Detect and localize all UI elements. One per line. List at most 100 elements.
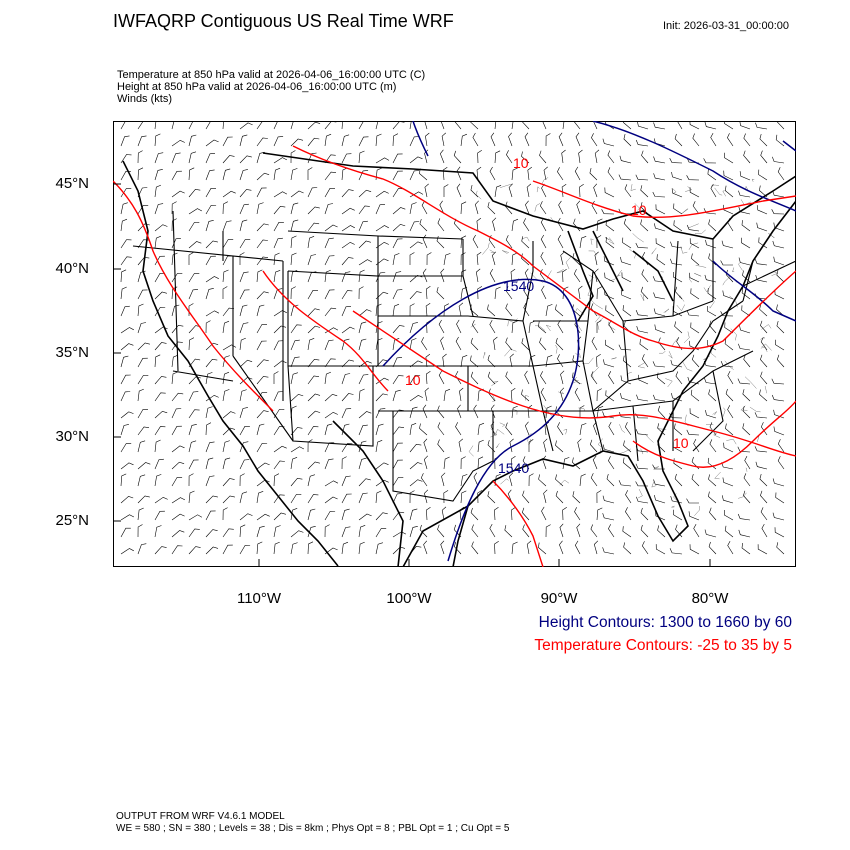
wind-barb (188, 490, 195, 504)
wind-barb (239, 252, 245, 265)
wind-barb (511, 405, 518, 419)
wind-barb (760, 354, 768, 368)
wind-barb (722, 477, 734, 487)
wind-barb (742, 406, 751, 419)
county-border (651, 481, 657, 488)
county-border (495, 443, 500, 449)
wind-barb (392, 271, 402, 283)
wind-barb (706, 339, 717, 351)
wind-barb (772, 156, 785, 164)
wind-barb (640, 524, 649, 538)
county-border (499, 183, 513, 188)
wind-barb (456, 166, 462, 181)
wind-barb (489, 319, 496, 334)
wind-barb (640, 202, 649, 215)
wind-barb (256, 410, 269, 419)
wind-barb (494, 185, 502, 198)
wind-barb (171, 139, 185, 147)
wind-barb (290, 286, 296, 300)
wind-barb (693, 438, 700, 453)
wind-barb (472, 234, 479, 249)
wind-barb (324, 289, 335, 300)
wind-barb (120, 424, 129, 436)
wind-barb (256, 541, 263, 555)
wind-barb (725, 423, 734, 436)
wind-barb (555, 440, 564, 453)
wind-barb (239, 271, 249, 283)
county-border (761, 346, 768, 352)
wind-barb (540, 371, 547, 385)
wind-barb (409, 170, 420, 181)
wind-barb (307, 541, 314, 555)
wind-barb (443, 253, 451, 266)
wind-barb (154, 496, 168, 504)
wind-barb (188, 151, 197, 164)
county-border (545, 324, 551, 332)
wind-barb (460, 201, 467, 215)
wind-barb (120, 327, 134, 334)
wind-barb (375, 377, 389, 385)
wind-barb (710, 183, 717, 198)
wind-barb (341, 153, 352, 164)
wind-barb (442, 166, 448, 181)
wind-barb (358, 374, 369, 385)
wind-barb (676, 121, 683, 130)
wind-barb (443, 456, 450, 470)
county-border (582, 357, 594, 364)
wind-barb (341, 207, 355, 215)
wind-barb (477, 490, 483, 504)
wind-barb (743, 354, 751, 368)
wind-barb (256, 187, 267, 198)
wind-barb (460, 235, 467, 249)
wind-barb (521, 121, 530, 130)
wind-barb (392, 459, 403, 470)
wind-barb (120, 305, 130, 317)
wind-barb (721, 240, 734, 249)
county-border (689, 276, 692, 283)
wind-barb (120, 343, 134, 351)
wind-barb (487, 371, 496, 385)
wind-barb (741, 305, 751, 317)
wind-barb (510, 455, 516, 470)
wind-barb (636, 394, 649, 402)
wind-barb (522, 490, 530, 504)
wind-barb (470, 121, 479, 130)
wind-barb (505, 286, 513, 300)
wind-barb (273, 191, 288, 198)
wind-barb (154, 354, 161, 368)
county-border (499, 422, 506, 427)
wind-barb (705, 410, 717, 419)
lat-label-45n: 45°N (55, 175, 89, 192)
wind-barb (692, 133, 700, 147)
wind-barb (171, 304, 180, 317)
wind-barb (688, 511, 700, 521)
wind-barb (724, 338, 734, 351)
county-border (709, 301, 715, 309)
wind-barb (137, 524, 143, 538)
wind-barb (419, 524, 428, 538)
county-border (587, 289, 591, 297)
wind-barb (652, 276, 666, 283)
county-border (724, 360, 734, 370)
wind-barb (522, 524, 530, 538)
wind-barb (375, 393, 388, 402)
wind-barb (137, 495, 150, 504)
county-border (681, 208, 689, 214)
wind-barb (290, 235, 297, 249)
wind-barb (725, 388, 734, 402)
wind-barb (590, 371, 598, 385)
wind-barb (239, 473, 245, 487)
wind-barb (754, 258, 768, 266)
wind-barb (188, 337, 195, 351)
county-border (534, 203, 541, 212)
wind-barb (256, 121, 268, 130)
wind-barb (511, 541, 518, 555)
county-border (694, 229, 706, 234)
county-border (722, 276, 731, 286)
wind-barb (591, 200, 598, 215)
wind-barb (392, 253, 400, 266)
wind-barb (256, 525, 265, 538)
county-border (695, 265, 707, 268)
wind-barb (222, 544, 233, 555)
wind-barb (457, 404, 462, 419)
